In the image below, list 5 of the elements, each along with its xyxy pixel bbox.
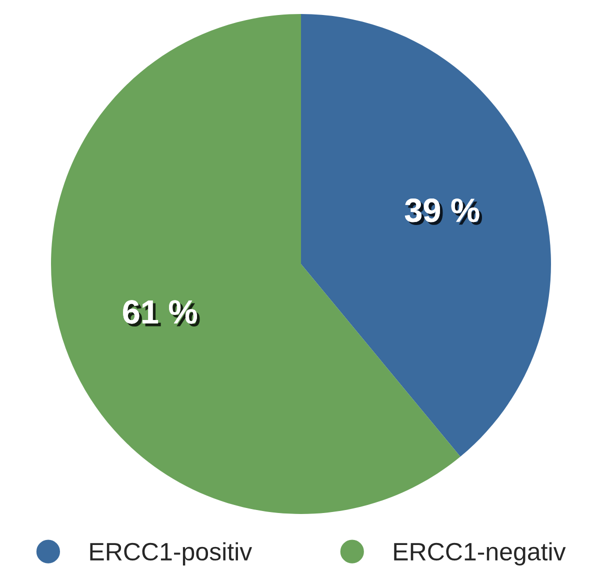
data-label: 61 % — [123, 300, 200, 327]
pie-slice — [301, 14, 551, 457]
legend-label: ERCC1-negativ — [394, 542, 566, 566]
data-label: 39 % — [404, 198, 482, 225]
legend-label: ERCC1-positiv — [90, 542, 252, 566]
